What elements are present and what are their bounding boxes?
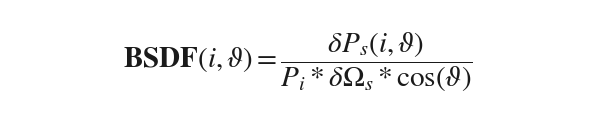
Text: $\mathit{\mathbf{BSDF}}(i,\vartheta) = \dfrac{\delta P_{\mathit{s}}(i,\vartheta): $\mathit{\mathbf{BSDF}}(i,\vartheta) = \… xyxy=(123,31,473,93)
